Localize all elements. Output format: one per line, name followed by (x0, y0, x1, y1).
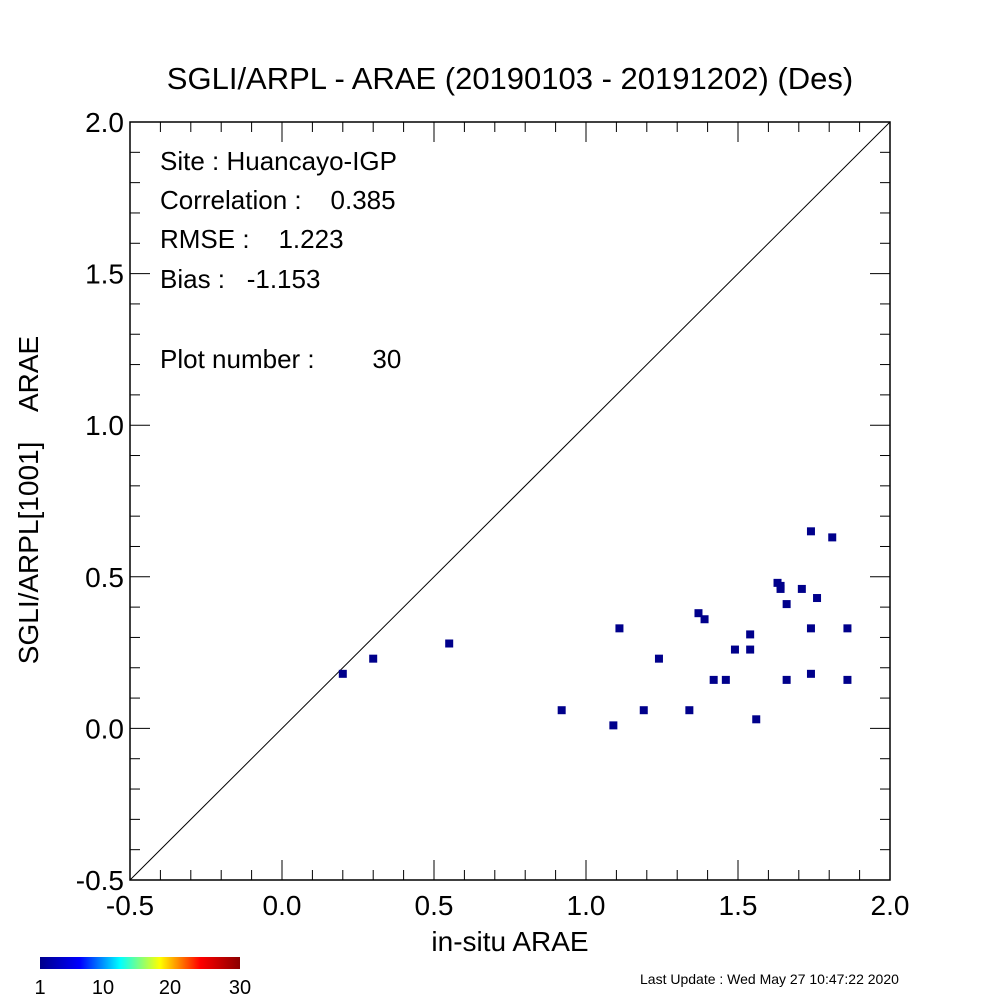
stat-bias: Bias : -1.153 (160, 264, 320, 294)
data-point (721, 675, 730, 684)
data-point (685, 706, 694, 715)
data-point (806, 624, 815, 633)
data-point (639, 706, 648, 715)
data-point (776, 584, 785, 593)
data-point (700, 615, 709, 624)
plot-frame (129, 121, 891, 881)
one-to-one-line (129, 121, 891, 881)
data-point (773, 578, 782, 587)
data-point (338, 669, 347, 678)
data-point (746, 630, 755, 639)
y-tick-label: 1.0 (85, 410, 124, 441)
x-axis-label: in-situ ARAE (431, 926, 588, 957)
tick-labels: -0.5 0.0 0.5 1.0 1.5 2.0 -0.5 0.0 0.5 1.0 1.5 2.0 (76, 107, 910, 921)
colorbar-labels: 1 10 20 30 (34, 977, 251, 999)
data-point (813, 594, 822, 603)
data-point (752, 715, 761, 724)
stat-rmse: RMSE : 1.223 (160, 224, 344, 254)
colorbar-label: 10 (92, 977, 114, 999)
stat-correlation: Correlation : 0.385 (160, 185, 396, 215)
x-tick-label: 0.0 (263, 890, 302, 921)
data-point (557, 706, 566, 715)
data-point (709, 675, 718, 684)
data-point (609, 721, 618, 730)
data-point (843, 675, 852, 684)
data-point (843, 624, 852, 633)
y-tick-label: 2.0 (85, 107, 124, 138)
data-point (615, 624, 624, 633)
data-point (806, 527, 815, 536)
colorbar-label: 30 (229, 977, 251, 999)
x-tick-label: 0.5 (415, 890, 454, 921)
data-point (730, 645, 739, 654)
data-point (654, 654, 663, 663)
data-point (782, 600, 791, 609)
y-tick-label: 0.5 (85, 562, 124, 593)
y-axis-label: SGLI/ARPL[1001] ARAE (13, 336, 44, 664)
data-points (338, 527, 852, 730)
x-tick-label: 2.0 (871, 890, 910, 921)
y-tick-label: 1.5 (85, 259, 124, 290)
data-point (782, 675, 791, 684)
x-tick-label: 1.0 (567, 890, 606, 921)
y-tick-label: -0.5 (76, 865, 124, 896)
chart-title: SGLI/ARPL - ARAE (20190103 - 20191202) (… (167, 61, 853, 96)
y-tick-label: 0.0 (85, 713, 124, 744)
stat-site: Site : Huancayo-IGP (160, 146, 397, 176)
data-point (746, 645, 755, 654)
colorbar (40, 957, 240, 969)
data-point (797, 584, 806, 593)
data-point (369, 654, 378, 663)
data-point (445, 639, 454, 648)
data-point (694, 609, 703, 618)
colorbar-label: 1 (34, 977, 45, 999)
last-update-text: Last Update : Wed May 27 10:47:22 2020 (640, 971, 899, 987)
colorbar-label: 20 (159, 977, 181, 999)
data-point (828, 533, 837, 542)
x-tick-label: 1.5 (719, 890, 758, 921)
data-point (806, 669, 815, 678)
x-tick-label: -0.5 (106, 890, 154, 921)
stat-plot-number: Plot number : 30 (160, 344, 401, 374)
